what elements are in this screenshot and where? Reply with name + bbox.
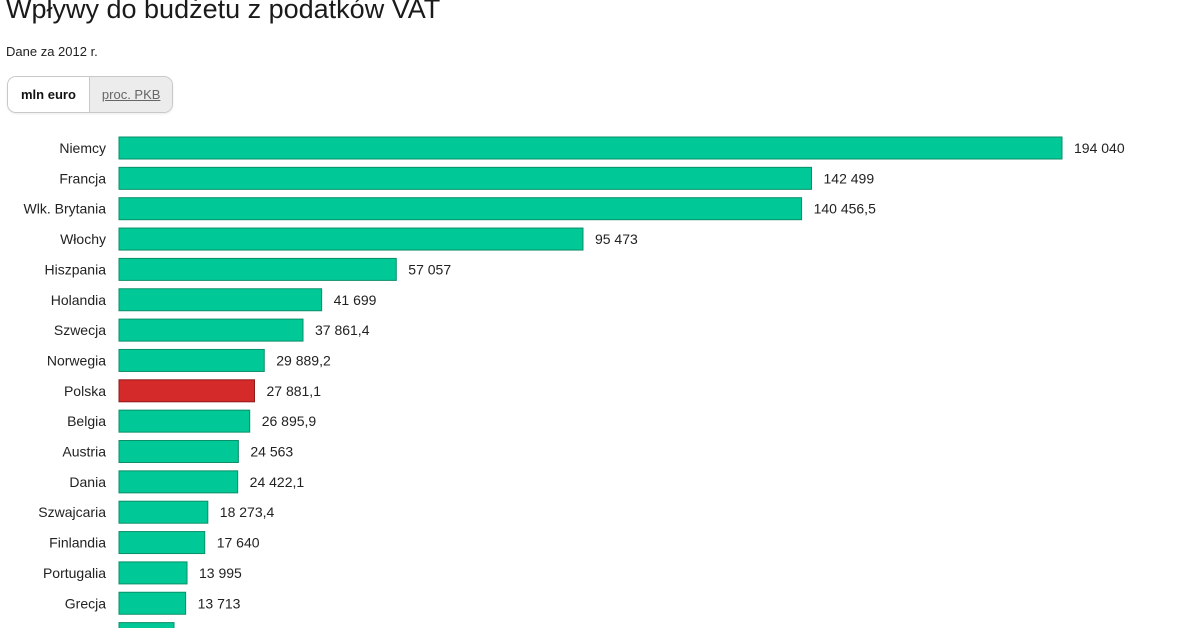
category-label-9: Belgia xyxy=(67,413,106,429)
value-label-9: 26 895,9 xyxy=(262,413,317,429)
category-label-15: Grecja xyxy=(65,595,106,611)
category-label-3: Włochy xyxy=(60,231,106,247)
bar-3[interactable] xyxy=(118,227,584,251)
category-label-5: Holandia xyxy=(51,292,106,308)
value-label-6: 37 861,4 xyxy=(315,322,370,338)
bar-15[interactable] xyxy=(118,591,187,615)
toggle-mln-euro[interactable]: mln euro xyxy=(8,77,89,112)
bar-2[interactable] xyxy=(118,197,803,221)
bar-6[interactable] xyxy=(118,318,304,342)
value-label-12: 18 273,4 xyxy=(220,504,275,520)
value-label-14: 13 995 xyxy=(199,565,242,581)
value-label-7: 29 889,2 xyxy=(276,352,331,368)
value-label-11: 24 422,1 xyxy=(250,474,305,490)
value-label-1: 142 499 xyxy=(824,170,875,186)
category-label-6: Szwecja xyxy=(54,322,106,338)
bar-5[interactable] xyxy=(118,288,323,312)
category-label-14: Portugalia xyxy=(43,565,106,581)
bar-8[interactable] xyxy=(118,379,255,403)
value-label-15: 13 713 xyxy=(198,595,241,611)
chart-subtitle: Dane za 2012 r. xyxy=(6,44,98,59)
category-label-13: Finlandia xyxy=(49,535,106,551)
chart-title: Wpływy do budżetu z podatków VAT xyxy=(6,0,441,24)
category-label-10: Austria xyxy=(62,444,106,460)
toggle-proc-pkb[interactable]: proc. PKB xyxy=(88,77,173,112)
value-label-5: 41 699 xyxy=(334,292,377,308)
category-label-11: Dania xyxy=(69,474,106,490)
category-label-1: Francja xyxy=(59,170,106,186)
value-label-8: 27 881,1 xyxy=(266,383,321,399)
bar-12[interactable] xyxy=(118,500,209,524)
category-label-8: Polska xyxy=(64,383,106,399)
value-label-4: 57 057 xyxy=(408,261,451,277)
category-label-7: Norwegia xyxy=(47,352,106,368)
value-label-13: 17 640 xyxy=(217,535,260,551)
bar-cutoff xyxy=(118,622,175,628)
unit-toggle: mln euro proc. PKB xyxy=(7,76,174,113)
bar-9[interactable] xyxy=(118,409,251,433)
value-label-2: 140 456,5 xyxy=(814,201,876,217)
bar-1[interactable] xyxy=(118,166,813,190)
bar-4[interactable] xyxy=(118,257,397,281)
bar-13[interactable] xyxy=(118,531,206,555)
bar-14[interactable] xyxy=(118,561,188,585)
bar-10[interactable] xyxy=(118,440,239,463)
value-label-10: 24 563 xyxy=(250,444,293,460)
bar-11[interactable] xyxy=(118,470,239,494)
category-label-2: Wlk. Brytania xyxy=(24,201,107,217)
bar-0[interactable] xyxy=(118,136,1063,160)
value-label-3: 95 473 xyxy=(595,231,638,247)
value-label-0: 194 040 xyxy=(1074,140,1125,156)
bar-7[interactable] xyxy=(118,348,265,372)
category-label-4: Hiszpania xyxy=(45,261,107,277)
category-label-0: Niemcy xyxy=(59,140,106,156)
category-label-12: Szwajcaria xyxy=(38,504,106,520)
